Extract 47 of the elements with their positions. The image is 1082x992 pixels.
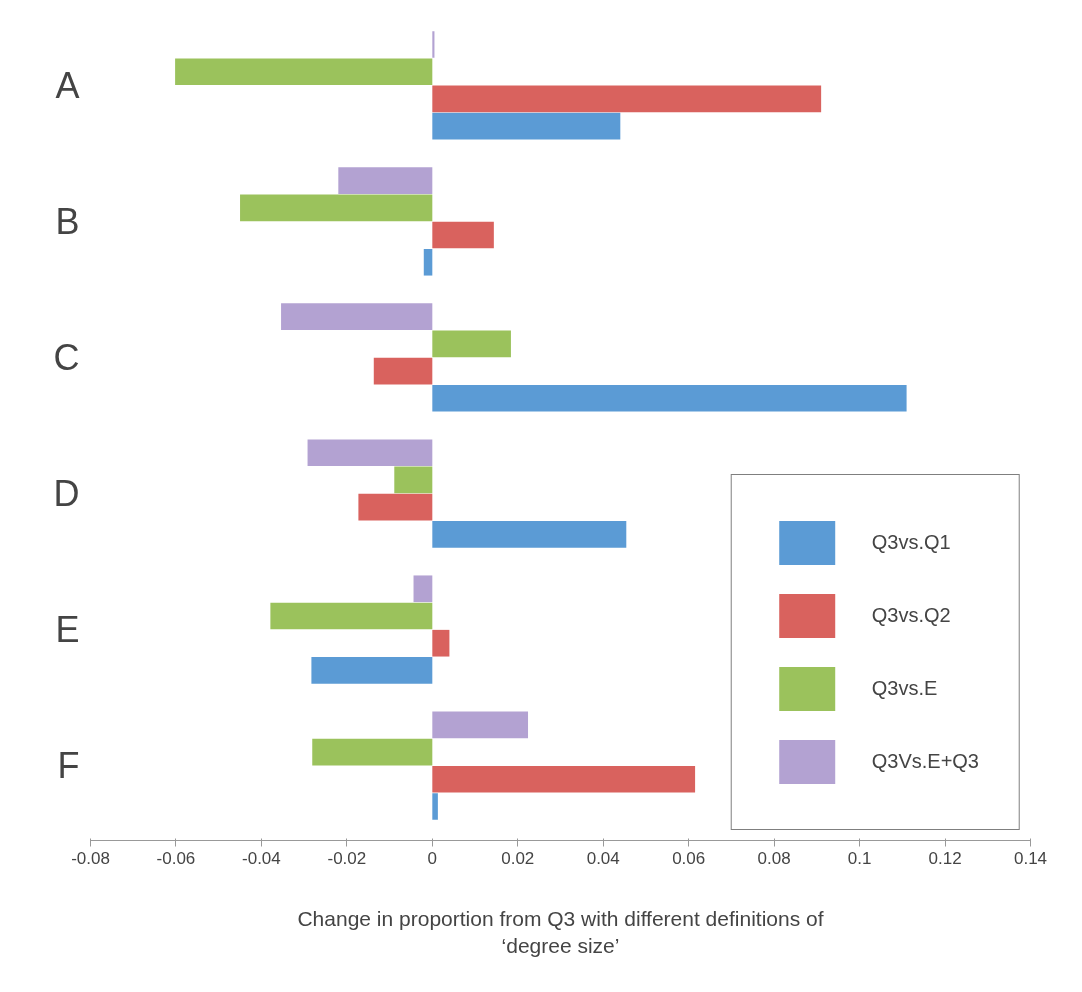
bar	[432, 629, 450, 657]
bar	[413, 575, 433, 603]
legend-label: Q3vs.Q1	[871, 531, 951, 554]
x-tick-label: 0.12	[928, 848, 962, 868]
x-tick-label: 0.06	[672, 848, 706, 868]
bar	[394, 466, 433, 494]
bar	[307, 439, 433, 467]
legend-label: Q3vs.Q2	[871, 604, 951, 627]
bar	[281, 303, 433, 330]
x-tick-label: 0.1	[847, 848, 872, 868]
bar	[432, 31, 435, 58]
bar	[432, 765, 696, 793]
bar	[240, 194, 433, 222]
bar	[432, 521, 627, 548]
legend-label: Q3vs.E	[871, 677, 938, 700]
bar	[432, 221, 494, 249]
y-tick-label: E	[55, 609, 80, 651]
x-tick-label: 0	[427, 848, 438, 868]
bar	[312, 738, 433, 766]
bar	[432, 711, 529, 739]
x-tick-label: -0.06	[156, 848, 196, 868]
y-tick-label: A	[55, 64, 80, 106]
x-tick-label: -0.04	[242, 848, 281, 868]
bar	[432, 330, 511, 358]
x-tick-label: 0.08	[757, 848, 791, 868]
bar	[432, 85, 822, 113]
x-tick-label: -0.08	[71, 848, 110, 868]
bar	[432, 112, 621, 140]
y-tick-label: D	[53, 473, 80, 515]
legend-label: Q3Vs.E+Q3	[871, 750, 979, 773]
bar	[358, 493, 433, 521]
x-tick-label: -0.02	[327, 848, 367, 868]
y-tick-label: C	[53, 336, 80, 378]
bar	[432, 384, 907, 412]
bar	[270, 602, 433, 630]
y-tick-label: F	[57, 745, 80, 787]
bar	[175, 58, 433, 86]
x-tick-label: 0.04	[586, 848, 620, 868]
bar	[311, 657, 433, 684]
bar	[432, 793, 438, 820]
bar	[373, 357, 433, 385]
x-axis-title: Change in proportion from Q3 with different definitions of ‘degree size’	[297, 906, 824, 958]
x-tick-label: 0.02	[501, 848, 535, 868]
bar	[423, 248, 433, 276]
x-tick-label: 0.14	[1013, 848, 1048, 868]
bar	[338, 167, 433, 194]
y-tick-label: B	[55, 200, 80, 242]
